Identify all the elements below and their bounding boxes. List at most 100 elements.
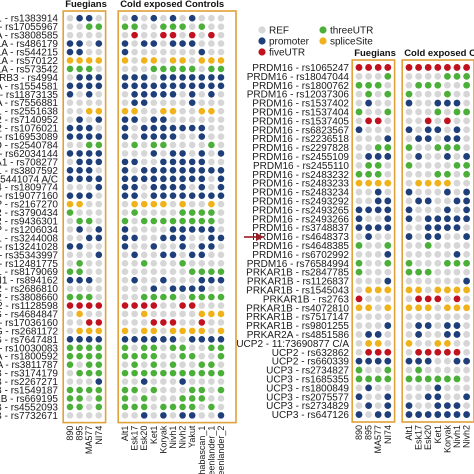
genotype-dot [121,183,129,191]
genotype-dot [95,99,103,107]
genotype-dot [415,64,422,71]
genotype-dot [217,369,225,377]
genotype-dot [198,361,206,368]
genotype-dot [150,99,158,107]
genotype-dot [198,48,206,56]
genotype-dot [140,158,148,166]
genotype-dot [179,23,186,30]
genotype-dot [179,209,186,216]
genotype-dot [444,259,451,267]
genotype-dot [374,206,382,214]
genotype-dot [150,183,158,191]
genotype-dot [415,179,422,187]
genotype-dot [150,226,158,233]
genotype-dot [208,336,215,343]
genotype-dot [374,268,382,276]
genotype-dot [160,378,167,385]
genotype-dot [95,352,103,360]
genotype-dot [208,217,215,225]
row-label: PRKAR1B - rs1545043 [246,285,349,296]
genotype-dot [140,141,148,149]
row-label: 1B - rs3174179 [0,369,58,380]
genotype-dot [95,226,103,233]
genotype-dot [85,378,93,385]
genotype-dot [405,81,413,89]
genotype-dot [188,285,196,292]
genotype-dot [66,192,74,199]
row-label: 1B - rs2267271 [0,377,58,388]
genotype-dot [365,170,372,178]
genotype-dot [66,116,74,123]
column-label: Koryak [158,425,168,454]
genotype-dot [179,369,186,377]
genotype-dot [85,183,93,191]
legend: REF threeUTR promoter spliceSite fiveUTR [258,26,373,59]
genotype-dot [424,375,432,383]
genotype-dot [365,411,372,418]
genotype-dot [188,412,196,419]
genotype-dot [169,226,177,233]
genotype-dot [405,295,413,303]
genotype-dot [217,352,225,360]
genotype-dot [150,336,158,343]
row-label: PRDM16 - rs1800762 [252,81,349,92]
genotype-dot [131,285,138,292]
genotype-dot [384,393,392,401]
genotype-dot [66,226,74,233]
legend-marker [258,26,266,34]
genotype-dot [208,403,215,411]
genotype-dot [424,411,432,418]
genotype-dot [453,295,461,303]
genotype-dot [160,285,167,292]
genotype-dot [355,366,363,374]
genotype-dot [355,402,363,410]
genotype-dot [188,141,196,149]
genotype-dot [179,319,186,326]
row-label: PRKAR1B - rs4072810 [246,303,349,314]
genotype-dot [76,57,83,64]
genotype-dot [131,378,138,385]
genotype-dot [384,339,392,347]
genotype-dot [434,188,442,196]
genotype-dot [179,412,186,419]
genotype-dot [434,366,442,374]
genotype-dot [453,375,461,383]
genotype-dot [66,90,74,98]
genotype-dot [208,395,215,402]
genotype-dot [365,99,372,107]
genotype-dot [188,158,196,166]
row-label: PRDM16 - rs2493292 [252,196,349,207]
genotype-dot [150,82,158,90]
genotype-dot [434,348,442,356]
genotype-dot [95,386,103,394]
genotype-dot [140,259,148,267]
genotype-dot [150,48,158,56]
genotype-dot [121,344,129,352]
genotype-dot [208,74,215,81]
genotype-dot [405,161,413,169]
genotype-dot [160,319,167,326]
genotype-dot [131,336,138,343]
genotype-dot [160,14,167,22]
column-label: Esk17 [414,425,424,450]
genotype-dot [95,158,103,166]
genotype-dot [121,226,129,233]
column-label: Esk17 [130,426,140,451]
genotype-dot [434,304,442,312]
genotype-dot [374,161,382,169]
genotype-dot [384,206,392,214]
genotype-dot [424,313,432,321]
genotype-dot [208,124,215,132]
genotype-dot [131,361,138,368]
genotype-dot [76,310,83,318]
genotype-dot [217,293,225,301]
genotype-dot [179,175,186,183]
genotype-dot [198,31,206,39]
genotype-dot [415,268,422,276]
genotype-dot [444,357,451,365]
row-label: 4 - rs19077160 [0,191,58,202]
genotype-dot [415,277,422,285]
genotype-dot [121,192,129,199]
genotype-dot [444,153,451,160]
genotype-dot [424,81,432,89]
